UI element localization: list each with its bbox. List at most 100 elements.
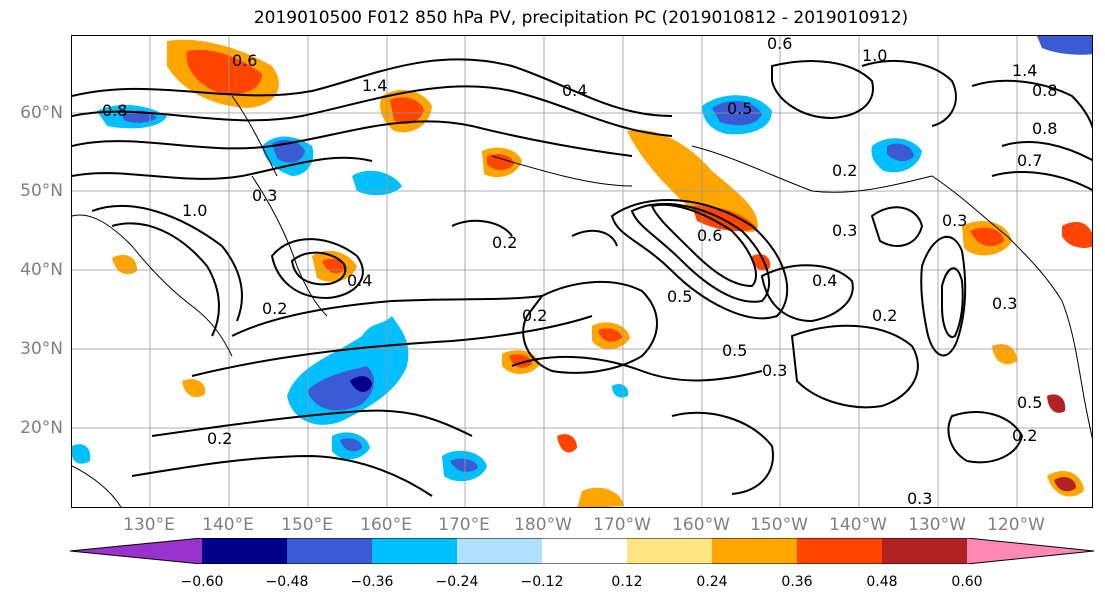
pv-contours (72, 58, 1092, 497)
contour-label: 0.5 (667, 287, 692, 306)
pos-blob-east-1-core (970, 227, 1004, 247)
colorbar-segment (542, 538, 627, 564)
contour-label: 0.6 (232, 51, 257, 70)
colorbar-tick: −0.12 (520, 574, 564, 590)
colorbar (70, 538, 1095, 564)
contour-label: 0.2 (492, 233, 517, 252)
colorbar-tick: −0.48 (265, 574, 309, 590)
contour-label: 0.4 (347, 271, 372, 290)
contour-label: 0.5 (1017, 393, 1042, 412)
colorbar-tick: −0.36 (350, 574, 394, 590)
contour-label: 1.4 (1012, 61, 1037, 80)
contour-label: 0.2 (207, 429, 232, 448)
contour-label: 0.2 (262, 299, 287, 318)
lon-label-130e: 130°E (123, 515, 175, 535)
pos-blob-west-edge (112, 254, 138, 275)
contour-label: 0.2 (872, 306, 897, 325)
contour-label: 1.0 (182, 201, 207, 220)
lon-label-150w: 150°W (750, 515, 808, 535)
colorbar-max-extend (967, 538, 1094, 564)
lon-label-140w: 140°W (829, 515, 887, 535)
pos-blob-east-2 (1062, 222, 1092, 248)
lat-label-60n: 60°N (20, 103, 63, 123)
pos-blob-west-small (182, 379, 206, 398)
pos-blob-north-2-core (390, 97, 424, 125)
map-svg: 0.6 0.8 1.0 1.4 0.4 0.5 0.6 0.2 0.6 0.5 … (72, 36, 1092, 508)
contour-label: 0.4 (812, 271, 837, 290)
neg-blob-core-dark (350, 376, 372, 392)
contour-label: 0.8 (102, 101, 127, 120)
neg-blob-sw (72, 444, 91, 464)
pos-blob-far-east-south (1047, 394, 1066, 413)
colorbar-segment (712, 538, 797, 564)
lon-label-140e: 140°E (202, 515, 254, 535)
colorbar-tick: 0.36 (781, 574, 813, 590)
map-plot-area: 0.6 0.8 1.0 1.4 0.4 0.5 0.6 0.2 0.6 0.5 … (71, 35, 1093, 508)
lon-label-180w: 180°W (514, 515, 572, 535)
colorbar-segment (287, 538, 372, 564)
colorbar-tick: −0.60 (180, 574, 224, 590)
contour-label: 0.5 (722, 341, 747, 360)
contour-label-group: 0.6 0.8 1.0 1.4 0.4 0.5 0.6 0.2 0.6 0.5 … (102, 36, 1057, 508)
positive-precip-shading (112, 39, 1092, 507)
contour-label: 0.8 (1032, 81, 1057, 100)
lon-label-130w: 130°W (908, 515, 966, 535)
contour-label: 0.6 (697, 226, 722, 245)
contour-label: 0.3 (942, 211, 967, 230)
colorbar-segment (797, 538, 882, 564)
lat-label-40n: 40°N (20, 260, 63, 280)
neg-blob-ne-small (612, 384, 629, 398)
pos-blob-south-mid (577, 487, 624, 507)
colorbar-tick: 0.12 (611, 574, 643, 590)
colorbar-tick: −0.24 (435, 574, 479, 590)
colorbar-segment (882, 538, 967, 564)
colorbar-min-extend (70, 538, 202, 564)
colorbar-segment (627, 538, 712, 564)
contour-label: 0.3 (907, 489, 932, 508)
colorbar-tick: 0.48 (866, 574, 898, 590)
contour-label: 0.3 (762, 361, 787, 380)
contour-label: 0.3 (992, 294, 1017, 313)
neg-blob-south-1-core (340, 438, 362, 452)
lon-label-150e: 150°E (281, 515, 333, 535)
graticule (72, 36, 1092, 507)
colorbar-tick: 0.24 (696, 574, 728, 590)
contour-label: 0.3 (252, 186, 277, 205)
colorbar-segment (457, 538, 542, 564)
neg-blob-okhotsk (352, 170, 402, 196)
lat-label-20n: 20°N (20, 418, 63, 438)
lon-label-160e: 160°E (360, 515, 412, 535)
contour-label: 0.7 (1017, 151, 1042, 170)
neg-blob-south-2-core (450, 458, 478, 472)
neg-blob-bc-core (887, 143, 914, 162)
pos-blob-north-1-core (186, 49, 262, 95)
pos-blob-south-left (557, 434, 577, 453)
contour-label: 0.2 (1012, 426, 1037, 445)
contour-label: 0.5 (727, 99, 752, 118)
lat-label-30n: 30°N (20, 339, 63, 359)
contour-label: 1.4 (362, 76, 387, 95)
colorbar-segment (202, 538, 287, 564)
lon-label-170e: 170°E (438, 515, 490, 535)
pos-blob-center (627, 129, 758, 232)
lon-label-160w: 160°W (672, 515, 730, 535)
contour-label: 0.4 (562, 81, 587, 100)
pos-blob-mid-1-core (487, 154, 514, 170)
negative-precip-shading (72, 36, 1092, 482)
pos-blob-mid-pacific-2-core (598, 328, 622, 342)
contour-label: 0.2 (522, 306, 547, 325)
pos-blob-south-east-core (1054, 477, 1076, 492)
pos-blob-east-3 (992, 344, 1017, 365)
contour-label: 0.2 (832, 161, 857, 180)
lon-label-120w: 120°W (987, 515, 1045, 535)
contour-label: 0.3 (832, 221, 857, 240)
colorbar-outline (70, 538, 1095, 564)
colorbar-tick: 0.60 (951, 574, 983, 590)
lon-label-170w: 170°W (593, 515, 651, 535)
neg-blob-top-right (1037, 36, 1092, 55)
colorbar-segment (372, 538, 457, 564)
lat-label-50n: 50°N (20, 181, 63, 201)
contour-label: 1.0 (862, 46, 887, 65)
map-title: 2019010500 F012 850 hPa PV, precipitatio… (253, 8, 909, 28)
contour-label: 0.8 (1032, 119, 1057, 138)
